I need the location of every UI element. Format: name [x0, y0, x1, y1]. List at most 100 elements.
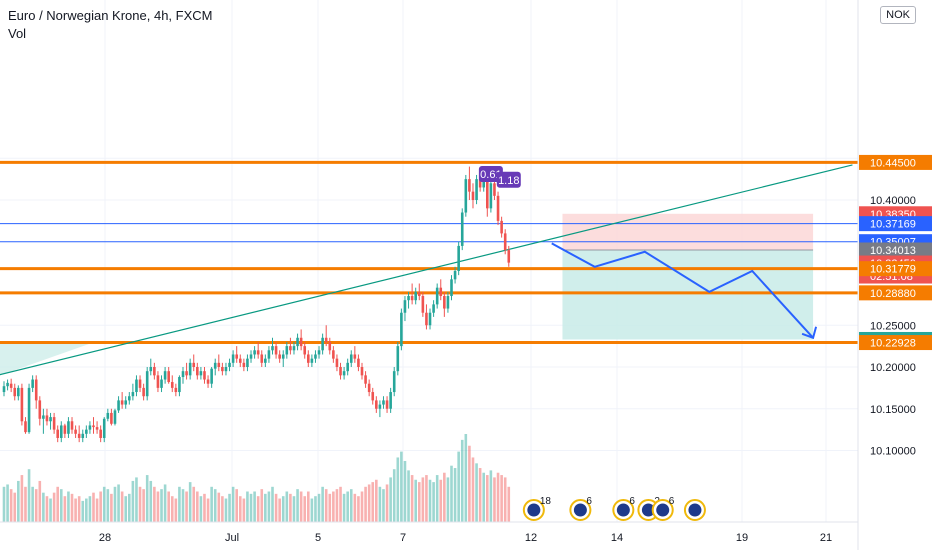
candle [457, 245, 460, 271]
candle [42, 415, 45, 419]
candle [238, 358, 242, 363]
volume-bar [253, 491, 256, 522]
candle [292, 346, 296, 351]
candle [27, 387, 31, 433]
price-tick-label: 10.25000 [870, 320, 916, 332]
volume-bar [292, 496, 296, 522]
candle [371, 392, 375, 401]
candle [453, 270, 457, 280]
left-zone [0, 343, 90, 376]
candle [188, 362, 192, 376]
candle [346, 362, 349, 372]
volume-bar [332, 491, 335, 522]
candle [478, 179, 482, 188]
candle [392, 371, 396, 393]
volume-bar [42, 492, 45, 522]
candle [59, 425, 63, 438]
volume-bar [27, 469, 31, 522]
candle [56, 429, 59, 438]
volume-bar [385, 484, 389, 522]
candle [364, 375, 367, 384]
candle [410, 296, 414, 301]
candle [2, 386, 6, 393]
candle [153, 367, 156, 376]
candle [339, 367, 342, 376]
candle [482, 179, 486, 188]
volume-bar [457, 451, 460, 522]
volume-bar [357, 496, 360, 522]
candle [9, 383, 13, 388]
candle [128, 396, 131, 401]
volume-bar [317, 493, 321, 522]
candle [421, 296, 425, 313]
volume-bar [81, 500, 85, 522]
candle [389, 392, 392, 409]
volume-bar [235, 489, 238, 522]
volume-bar [346, 491, 349, 522]
candle [17, 387, 20, 397]
price-tick-label: 10.40000 [870, 195, 916, 207]
candle [181, 371, 185, 378]
candle [471, 191, 475, 200]
volume-bar [13, 492, 17, 522]
volume-bar [238, 496, 242, 522]
candle [138, 379, 142, 388]
candle [425, 312, 428, 326]
currency-button[interactable]: NOK [880, 6, 916, 24]
candle [6, 382, 9, 387]
volume-bar [34, 489, 38, 522]
volume-bar [20, 475, 24, 522]
candle [385, 400, 389, 409]
volume-bar [453, 468, 457, 522]
candle [493, 183, 496, 196]
volume-bar [203, 493, 206, 522]
volume-bar [471, 457, 475, 522]
volume-bar [260, 489, 264, 522]
candle [124, 400, 128, 405]
volume-bar [314, 496, 317, 522]
volume-bar [45, 496, 49, 522]
volume-bar [375, 479, 378, 522]
candle [274, 346, 278, 355]
volume-bar [443, 472, 446, 522]
candle [357, 358, 360, 367]
candle [45, 415, 49, 422]
candle [135, 379, 138, 393]
volume-bar [271, 486, 274, 522]
volume-bar [246, 491, 249, 522]
volume-bar [496, 472, 500, 522]
candle [142, 387, 145, 397]
volume-bar [389, 477, 392, 522]
candle [378, 404, 382, 409]
price-tick-label: 10.10000 [870, 446, 916, 458]
pattern-badge[interactable] [496, 171, 521, 188]
time-tick-label: 7 [400, 532, 406, 544]
projection-arrowhead [801, 326, 818, 340]
candle [321, 337, 324, 351]
volume-bar [213, 489, 217, 522]
candle [149, 367, 153, 372]
candle [324, 337, 328, 342]
candle [460, 212, 464, 246]
volume-bar [503, 477, 507, 522]
volume-bar [281, 496, 285, 522]
volume-bar [156, 491, 160, 522]
volume-bar [382, 489, 385, 522]
price-label-box [859, 285, 932, 301]
volume-bar [303, 496, 307, 522]
candle [414, 291, 417, 301]
volume-bar [52, 492, 56, 522]
candle [235, 354, 238, 359]
time-tick-label: 19 [736, 532, 748, 544]
candle [446, 296, 450, 309]
volume-bar [403, 460, 407, 522]
volume-bar [192, 486, 196, 522]
eu-flag-icon [616, 503, 630, 517]
candle [113, 410, 117, 424]
candle [221, 367, 224, 372]
candle [396, 346, 400, 372]
volume-bar [299, 491, 303, 522]
candle [417, 291, 421, 297]
volume-bar [135, 477, 138, 522]
